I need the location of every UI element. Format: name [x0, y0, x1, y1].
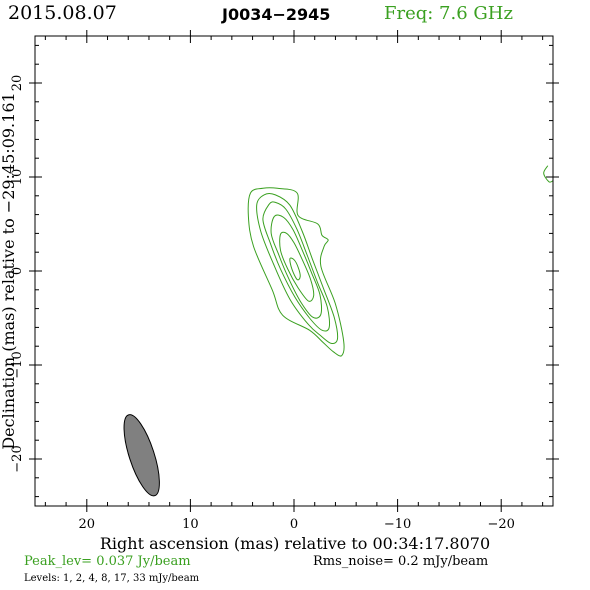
x-axis-label: Right ascension (mas) relative to 00:34:…	[100, 534, 490, 553]
contour-level-2-1	[256, 193, 339, 345]
y-axis-label: Declination (mas) relative to −29:45:09.…	[0, 92, 18, 449]
beam-layer	[123, 414, 160, 497]
contour-levels: Levels: 1, 2, 4, 8, 17, 33 mJy/beam	[24, 573, 200, 584]
x-tick-label: 0	[290, 517, 298, 532]
observation-date: 2015.08.07	[8, 2, 117, 24]
source-name: J0034−2945	[222, 5, 331, 24]
contour-level-8-3	[270, 214, 323, 319]
axis-ticks	[29, 30, 559, 512]
peak-level: Peak_lev= 0.037 Jy/beam	[24, 554, 191, 569]
axis-tick-labels: 20 10 0 −10 −20 20 10 0 −10 −20	[10, 75, 515, 532]
y-tick-label: 20	[10, 75, 25, 92]
x-tick-label: −20	[487, 517, 514, 532]
x-tick-label: 20	[79, 517, 96, 532]
y-tick-label: −10	[10, 351, 25, 378]
x-tick-label: −10	[384, 517, 411, 532]
y-tick-label: 0	[10, 267, 25, 275]
x-tick-label: 10	[182, 517, 199, 532]
rms-noise: Rms_noise= 0.2 mJy/beam	[313, 554, 489, 569]
contour-level-1-0	[247, 187, 345, 357]
frequency-label: Freq: 7.6 GHz	[384, 3, 513, 24]
y-tick-label: −20	[10, 445, 25, 472]
contour-level-1-6	[543, 165, 553, 183]
contour-level-4-2	[262, 201, 331, 332]
beam-ellipse	[123, 414, 160, 497]
plot-frame	[34, 35, 554, 507]
y-tick-label: 10	[10, 169, 25, 186]
contour-level-33-5	[289, 257, 301, 281]
contour-level-17-4	[279, 231, 315, 302]
contour-layer	[247, 165, 553, 357]
